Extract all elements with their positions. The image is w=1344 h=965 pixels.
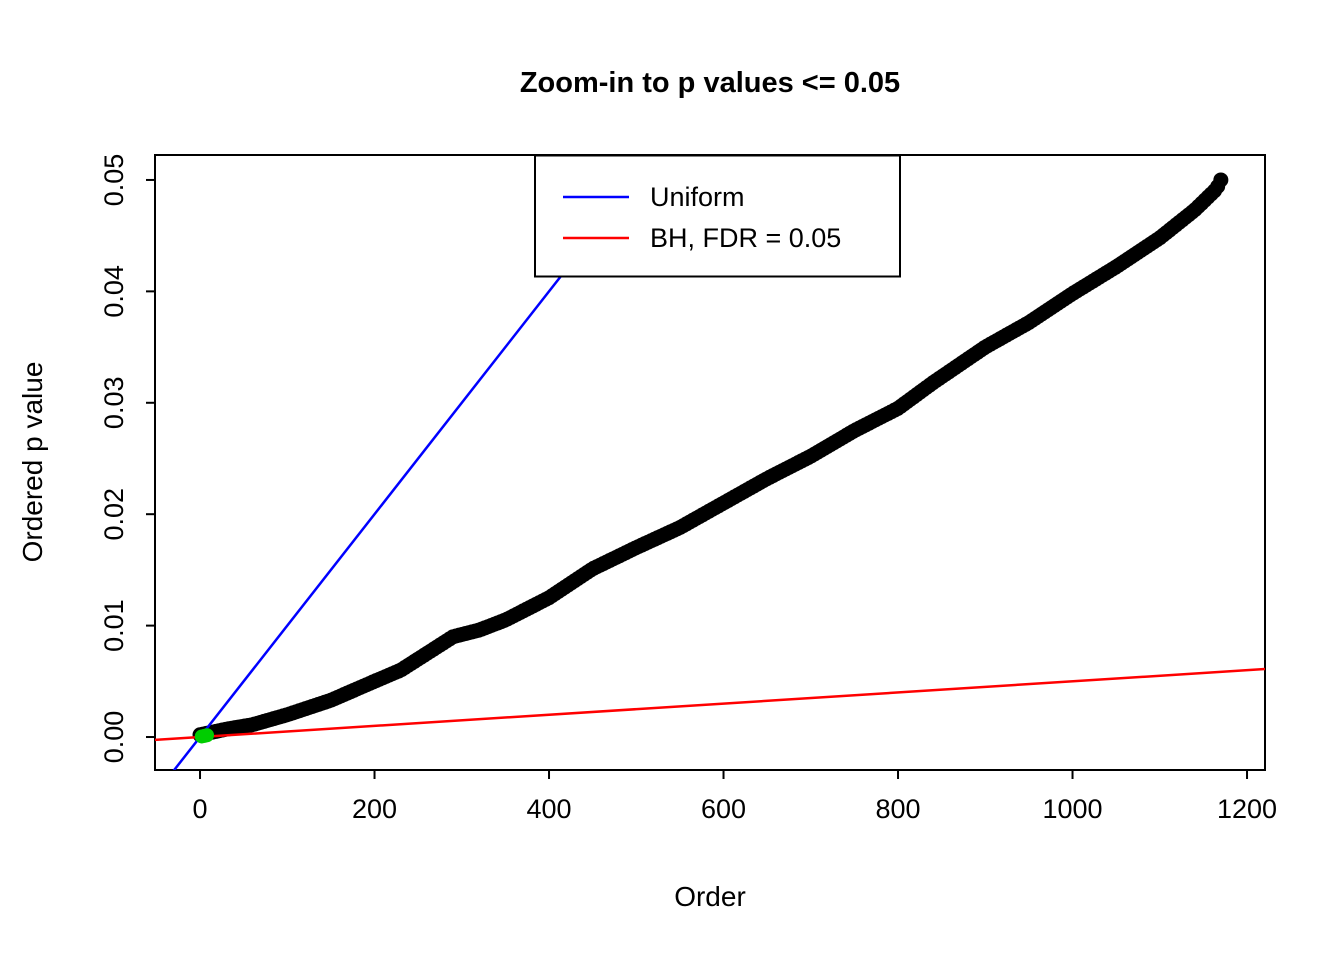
y-tick-label: 0.01 [99, 599, 129, 652]
uniform-line [172, 155, 658, 770]
y-tick-label: 0.03 [99, 377, 129, 430]
series-bh-fdr-line [155, 667, 1265, 742]
series-significant-points [194, 728, 215, 744]
y-tick-label: 0.00 [99, 711, 129, 764]
x-tick-label: 1200 [1217, 794, 1277, 824]
legend: Uniform BH, FDR = 0.05 [534, 154, 901, 278]
x-tick-label: 600 [701, 794, 746, 824]
x-tick-label: 1000 [1042, 794, 1102, 824]
x-tick-label: 800 [875, 794, 920, 824]
series-layer [155, 155, 1265, 770]
legend-box [534, 154, 901, 278]
x-tick-label: 400 [526, 794, 571, 824]
y-axis-label: Ordered p value [17, 362, 48, 563]
y-tick-label: 0.04 [99, 265, 129, 318]
legend-lines [563, 195, 629, 240]
x-tick-label: 200 [352, 794, 397, 824]
y-tick-label: 0.05 [99, 154, 129, 207]
data-point [200, 728, 215, 743]
y-tick-label: 0.02 [99, 488, 129, 541]
x-tick-label: 0 [193, 794, 208, 824]
data-point [1213, 172, 1229, 188]
chart-title: Zoom-in to p values <= 0.05 [520, 67, 900, 99]
legend-label-uniform: Uniform [650, 182, 745, 212]
x-axis-label: Order [674, 881, 746, 912]
bh-fdr-line [155, 667, 1265, 742]
series-ordered-p-values [192, 172, 1229, 743]
legend-label-bh: BH, FDR = 0.05 [650, 223, 841, 253]
axes-layer: 0 200 400 600 800 1000 1200 0.00 0.01 0.02 0.03 0.0… [99, 154, 1277, 824]
series-uniform-line [172, 155, 658, 770]
